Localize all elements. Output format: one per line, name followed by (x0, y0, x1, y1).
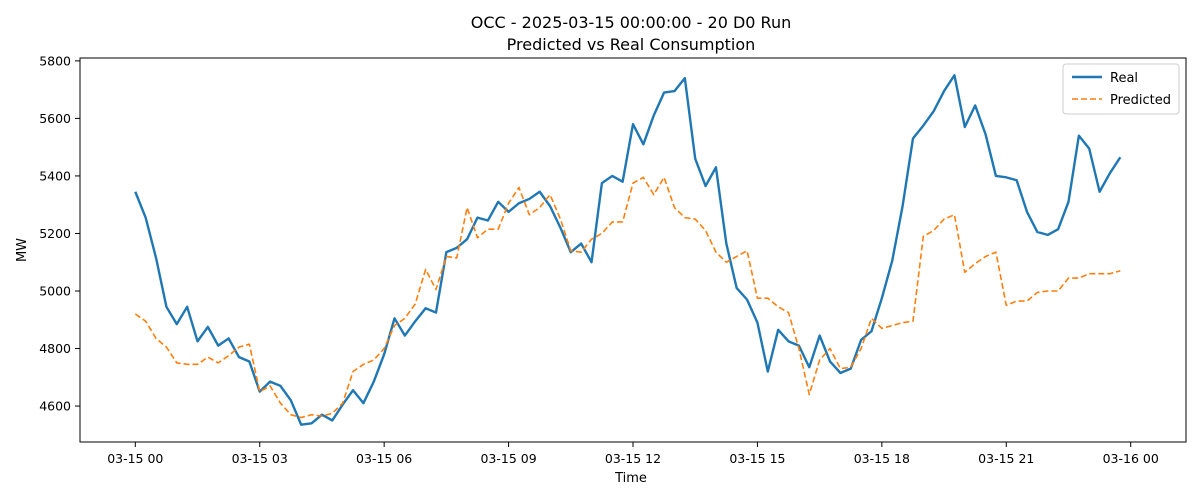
x-tick-label: 03-15 09 (480, 451, 536, 466)
x-tick-label: 03-15 00 (107, 451, 163, 466)
legend: Real Predicted (1062, 63, 1180, 115)
x-axis: 03-15 00 03-15 03 03-15 06 03-15 09 03-15 12… (107, 442, 1159, 466)
legend-label-real: Real (1110, 71, 1138, 86)
y-tick-label: 4600 (39, 399, 71, 414)
y-axis-label: MW (15, 238, 30, 262)
x-tick-label: 03-15 06 (356, 451, 412, 466)
legend-label-predicted: Predicted (1110, 93, 1171, 108)
y-tick-label: 5000 (39, 283, 71, 298)
x-tick-label: 03-16 00 (1103, 451, 1159, 466)
plot-frame (79, 57, 1187, 443)
series-line-predicted (134, 176, 1121, 419)
y-tick-label: 5200 (39, 226, 71, 241)
y-tick-label: 5400 (39, 168, 71, 183)
y-axis: 4600 4800 5000 5200 5400 5600 5800 (39, 53, 80, 414)
x-tick-label: 03-15 03 (232, 451, 288, 466)
x-tick-label: 03-15 12 (605, 451, 661, 466)
series-line-real (134, 74, 1122, 426)
chart-subtitle: Predicted vs Real Consumption (507, 35, 756, 54)
x-axis-label: Time (614, 471, 647, 486)
plot-lines (134, 74, 1122, 426)
y-tick-label: 5800 (39, 53, 71, 68)
x-tick-label: 03-15 18 (854, 451, 910, 466)
x-tick-label: 03-15 15 (729, 451, 785, 466)
y-tick-label: 5600 (39, 111, 71, 126)
y-tick-label: 4800 (39, 341, 71, 356)
chart-title: OCC - 2025-03-15 00:00:00 - 20 D0 Run (471, 13, 791, 32)
x-tick-label: 03-15 21 (978, 451, 1034, 466)
